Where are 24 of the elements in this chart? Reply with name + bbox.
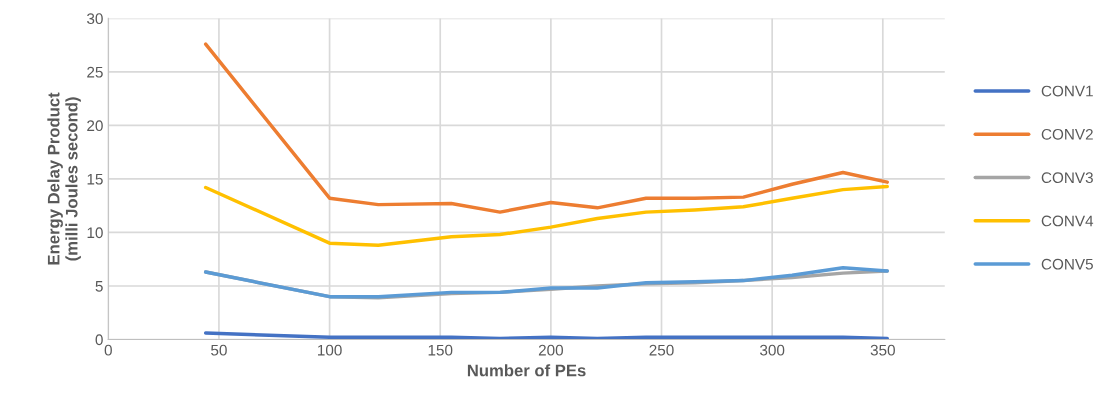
line-series [203,42,889,214]
legend-label: CONV1 [1041,85,1093,97]
x-axis-title: Number of PEs [467,364,586,377]
y-tick-label: 0 [95,334,103,346]
y-tick-label: 25 [87,66,103,78]
y-tick-label: 20 [87,120,103,132]
y-tick-label: 5 [95,280,103,292]
y-tick-label: 30 [87,13,103,25]
y-axis-title: Energy Delay Product (milli Joules second) [47,92,81,265]
legend-label: CONV4 [1041,215,1094,227]
legend-label: CONV3 [1041,172,1093,184]
legend-label: CONV5 [1041,258,1093,270]
line-series [203,184,889,248]
x-tick-label: 200 [538,344,564,356]
legend-label: CONV2 [1041,128,1093,140]
x-tick-label: 350 [870,344,895,356]
y-tick-label: 15 [87,173,103,185]
x-tick-label: 250 [649,344,674,356]
x-tick-label: 150 [428,344,453,356]
x-tick-label: 0 [104,344,112,356]
y-tick-label: 10 [87,227,103,239]
x-tick-label: 300 [760,344,785,356]
x-tick-label: 100 [318,344,342,356]
x-tick-label: 50 [211,344,227,356]
